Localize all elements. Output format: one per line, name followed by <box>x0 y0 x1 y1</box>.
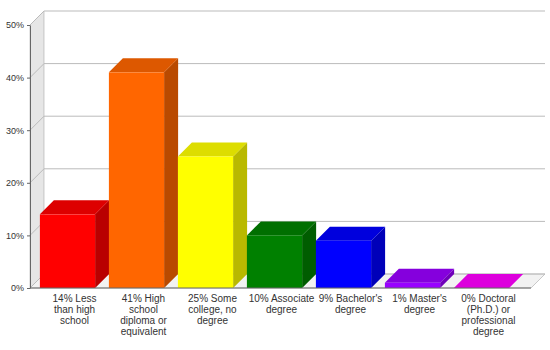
tick-mark <box>27 25 30 26</box>
x-axis-line <box>30 288 531 289</box>
category-label-line: degree <box>335 304 367 315</box>
category-label: 25% Somecollege, nodegree <box>188 293 237 326</box>
bar-side <box>95 200 109 288</box>
category-label-line: than high <box>54 304 95 315</box>
tick: 10% <box>6 231 30 241</box>
bar-group <box>385 269 454 288</box>
bar <box>385 283 440 288</box>
tick-label: 50% <box>6 20 24 30</box>
category-label-line: degree <box>404 304 436 315</box>
category-label-line: (Ph.D.) or <box>467 304 511 315</box>
tick: 20% <box>6 178 30 188</box>
bar-top <box>109 58 178 72</box>
bar <box>40 214 95 288</box>
tick-label: 40% <box>6 73 24 83</box>
category-label: 1% Master'sdegree <box>392 293 447 315</box>
category-label-line: 10% Associate <box>249 293 315 304</box>
category-label-line: 41% High <box>122 293 165 304</box>
tick-mark <box>27 288 30 289</box>
category-label-line: 0% Doctoral <box>461 293 515 304</box>
bar <box>178 157 233 289</box>
tick-label: 0% <box>11 283 24 293</box>
tick-label: 20% <box>6 178 24 188</box>
grid <box>30 11 545 288</box>
tick: 30% <box>6 126 30 136</box>
category-label-line: 25% Some <box>188 293 237 304</box>
category-label: 14% Lessthan highschool <box>53 293 97 326</box>
grid-line <box>30 116 545 130</box>
chart: 0%10%20%30%40%50%14% Lessthan highschool… <box>0 0 550 350</box>
bar <box>316 241 371 288</box>
category-label-line: degree <box>473 326 505 337</box>
bar-top <box>40 200 109 214</box>
tick-mark <box>27 78 30 79</box>
y-axis: 0% 10% 20% 30% 40% 50% <box>6 20 31 293</box>
tick-label: 10% <box>6 231 24 241</box>
category-label-line: school <box>60 315 89 326</box>
bar-group <box>247 221 316 288</box>
category-label-line: school <box>129 304 158 315</box>
axis-line <box>30 26 31 289</box>
bars <box>40 58 523 288</box>
bar-top <box>385 269 454 283</box>
bar-group <box>178 143 247 289</box>
category-label-line: professional <box>462 315 516 326</box>
tick-mark <box>27 130 30 131</box>
bar-group <box>109 58 178 288</box>
tick-mark <box>27 235 30 236</box>
category-label-line: degree <box>197 315 229 326</box>
bar-side <box>233 143 247 289</box>
tick: 40% <box>6 73 30 83</box>
category-label-line: 1% Master's <box>392 293 447 304</box>
tick-label: 30% <box>6 126 24 136</box>
bar-group <box>454 274 523 288</box>
category-label: 9% Bachelor'sdegree <box>319 293 383 315</box>
bar-top <box>454 274 523 288</box>
bar-top <box>247 221 316 235</box>
category-label-line: 9% Bachelor's <box>319 293 383 304</box>
bar-top <box>178 143 247 157</box>
bar-group <box>40 200 109 288</box>
category-label-line: degree <box>266 304 298 315</box>
bar-side <box>164 58 178 288</box>
category-label-line: 14% Less <box>53 293 97 304</box>
grid-line <box>30 169 545 183</box>
grid-line <box>30 64 545 78</box>
bar <box>109 72 164 288</box>
tick-mark <box>27 183 30 184</box>
tick: 0% <box>11 283 30 293</box>
category-label-line: college, no <box>188 304 237 315</box>
category-label: 41% Highschooldiploma orequivalent <box>120 293 167 337</box>
category-label-line: equivalent <box>121 326 167 337</box>
x-axis: 14% Lessthan highschool41% Highschooldip… <box>53 293 516 337</box>
category-label: 10% Associatedegree <box>249 293 315 315</box>
grid-line <box>30 11 545 25</box>
bar-top <box>316 227 385 241</box>
bar-group <box>316 227 385 288</box>
category-label-line: diploma or <box>120 315 167 326</box>
tick: 50% <box>6 20 30 30</box>
bar <box>247 235 302 288</box>
category-label: 0% Doctoral(Ph.D.) orprofessionaldegree <box>461 293 515 337</box>
